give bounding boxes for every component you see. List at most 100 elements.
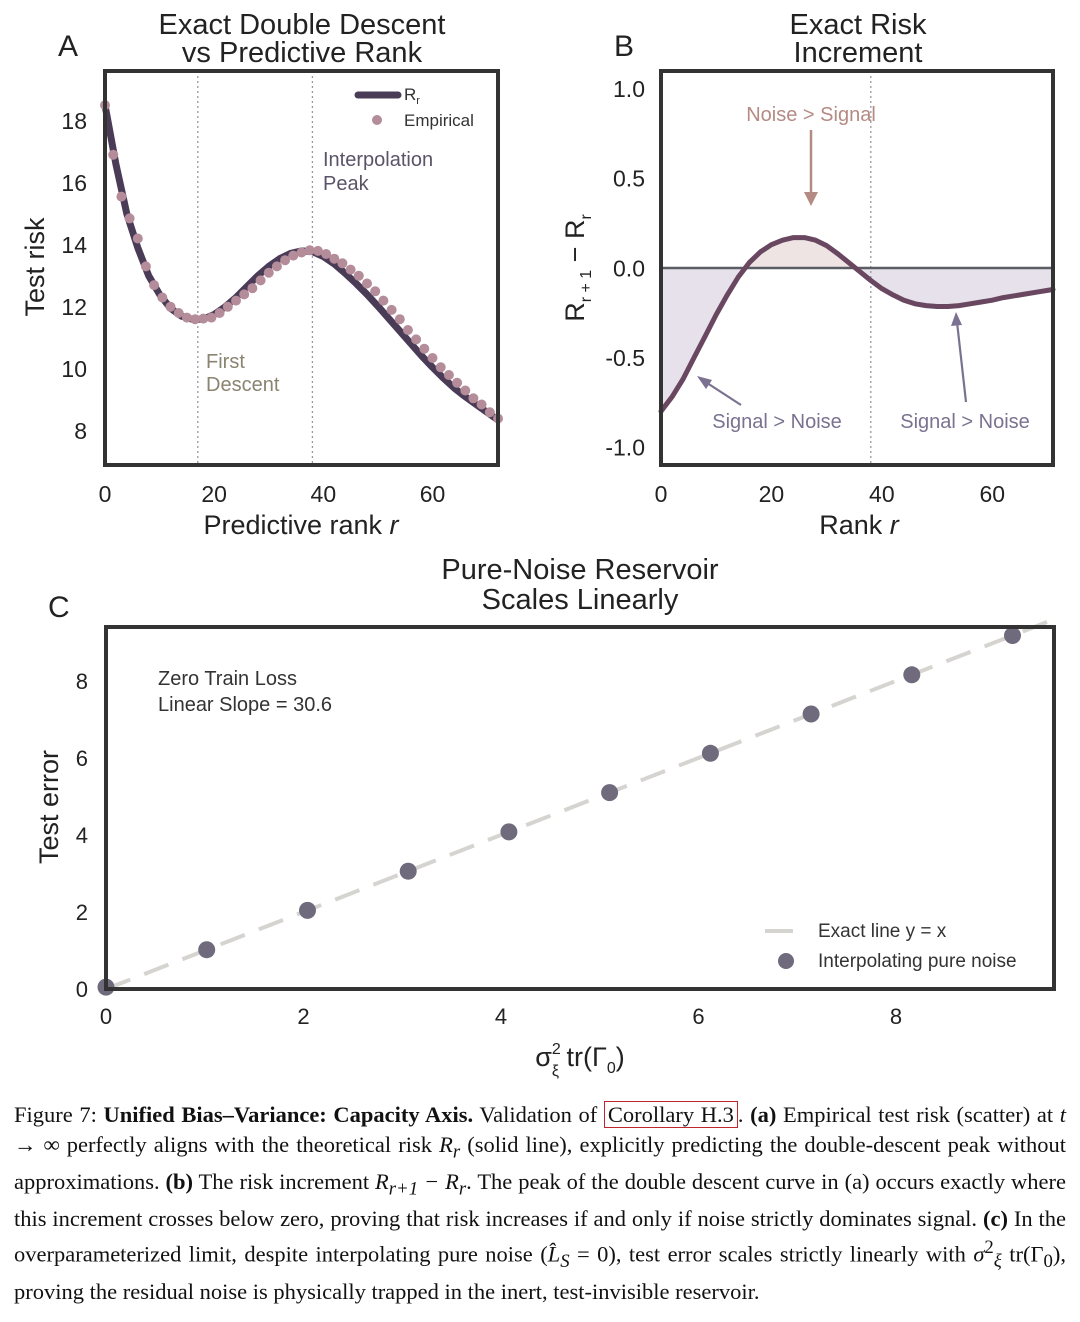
panel-a-frame xyxy=(103,69,500,467)
caption-fig-label: Figure 7: xyxy=(14,1102,104,1127)
legend-scatter-label-c: Interpolating pure noise xyxy=(818,951,1017,972)
panel-b-letter: B xyxy=(614,30,634,63)
empirical-point xyxy=(198,313,209,324)
caption-text: The risk increment xyxy=(193,1168,376,1194)
caption-math: = 0 xyxy=(569,1241,609,1267)
caption-label-b: (b) xyxy=(165,1168,194,1194)
empirical-point xyxy=(435,362,446,373)
empirical-point xyxy=(402,325,413,335)
legend-scatter-swatch xyxy=(372,115,382,125)
arrow-signal-noise-right-head xyxy=(951,312,962,326)
caption-math-sub: 0 xyxy=(1043,1251,1053,1272)
empirical-point xyxy=(386,304,397,315)
caption-math: ) xyxy=(1052,1241,1061,1267)
empirical-point xyxy=(443,370,454,380)
empirical-point xyxy=(452,377,463,388)
figure-caption: Figure 7: Unified Bias–Variance: Capacit… xyxy=(14,1100,1066,1306)
caption-title: Unified Bias–Variance: Capacity Axis. xyxy=(103,1102,474,1127)
corollary-link[interactable]: Corollary H.3 xyxy=(603,1101,738,1128)
figure-canvas: A Exact Double Descent vs Predictive Ran… xyxy=(20,9,1056,1080)
panel-a-xtick-label: 0 xyxy=(99,481,112,507)
panel-a-ytick-label: 14 xyxy=(61,232,87,258)
empirical-point xyxy=(337,258,348,269)
panel-a-xtick-label: 20 xyxy=(201,481,227,507)
panel-c-ytick-label: 6 xyxy=(76,746,88,771)
panel-c-ytick-label: 4 xyxy=(76,823,88,848)
panel-c-xtick-label: 8 xyxy=(890,1004,902,1029)
risk-line xyxy=(101,101,502,424)
empirical-point xyxy=(271,261,282,272)
caption-label-a: (a) xyxy=(750,1102,777,1127)
legend-scatter-swatch-c xyxy=(778,953,794,969)
panel-a-title-line2: vs Predictive Rank xyxy=(182,37,423,69)
panel-a-ytick-label: 18 xyxy=(61,108,87,134)
arrow-noise-signal-head xyxy=(804,192,818,206)
panel-a-ytick-label: 10 xyxy=(61,356,87,382)
empirical-point xyxy=(165,301,176,312)
caption-math-sup: 2 xyxy=(984,1237,994,1258)
caption-text: perfectly aligns with the theoretical ri… xyxy=(59,1131,440,1157)
panel-c-ytick-label: 2 xyxy=(76,900,88,925)
panel-a-title-line1: Exact Double Descent xyxy=(159,9,446,41)
pure-noise-point xyxy=(399,862,417,880)
annotation-zero-train-loss: Zero Train Loss xyxy=(158,668,297,690)
empirical-point xyxy=(288,250,299,261)
empirical-point xyxy=(222,301,233,312)
panel-a-xtick-label: 40 xyxy=(311,481,337,507)
empirical-point xyxy=(157,292,168,303)
panel-b-xlabel: Rank r xyxy=(819,510,900,540)
empirical-point xyxy=(362,278,372,289)
panel-c-legend: Exact line y = x Interpolating pure nois… xyxy=(765,921,1017,972)
arrow-signal-noise-right xyxy=(955,321,968,403)
caption-text: In the overparameterized limit, despite … xyxy=(14,1205,1066,1267)
empirical-point xyxy=(280,255,291,266)
panel-c-xtick-label: 0 xyxy=(100,1004,112,1029)
panel-a-ytick-label: 12 xyxy=(61,294,87,320)
empirical-point xyxy=(468,393,479,404)
pure-noise-point xyxy=(500,823,518,841)
panel-a-xlabel: Predictive rank r xyxy=(203,510,399,540)
caption-math-sub: r+1 xyxy=(388,1178,419,1199)
caption-text: Validation of xyxy=(473,1102,604,1127)
pure-noise-point xyxy=(601,784,619,802)
pure-noise-point xyxy=(701,744,719,762)
empirical-point xyxy=(231,295,241,306)
pure-noise-point xyxy=(299,901,316,919)
panel-b-xtick-label: 40 xyxy=(869,481,895,507)
caption-text: , proving the residual noise is physical… xyxy=(14,1241,1066,1304)
panel-c-xtick-label: 4 xyxy=(495,1004,507,1029)
panel-c: C Pure-Noise Reservoir Scales Linearly 0… xyxy=(34,554,1056,1080)
empirical-point xyxy=(247,283,258,294)
empirical-point xyxy=(149,280,160,291)
caption-math: R xyxy=(375,1168,389,1194)
empirical-point xyxy=(378,295,389,306)
empirical-point xyxy=(394,314,405,325)
annotation-interpolation-line2: Peak xyxy=(323,173,370,195)
caption-math: L̂ xyxy=(547,1241,561,1267)
panel-c-xtick-label: 6 xyxy=(692,1004,704,1029)
caption-math-sub: S xyxy=(560,1251,570,1272)
empirical-point xyxy=(263,267,274,278)
empirical-point xyxy=(132,233,143,244)
empirical-point xyxy=(321,249,332,259)
empirical-point xyxy=(181,312,192,323)
empirical-point xyxy=(353,270,364,281)
exact-line xyxy=(105,617,1055,991)
arrow-signal-noise-left-head xyxy=(697,376,712,389)
empirical-point xyxy=(370,286,381,297)
empirical-point xyxy=(329,253,340,264)
panel-b-xtick-label: 20 xyxy=(759,481,785,507)
empirical-point xyxy=(140,261,151,272)
pure-noise-point xyxy=(903,666,921,684)
increment-line xyxy=(658,235,1056,414)
panel-b-title-line2: Increment xyxy=(794,37,923,69)
panel-a-xtick-label: 60 xyxy=(420,481,446,507)
panel-b-ytick-label: 0.0 xyxy=(613,255,645,281)
panel-c-frame xyxy=(104,625,1056,991)
annotation-signal-noise-left: Signal > Noise xyxy=(712,411,842,433)
empirical-point xyxy=(411,334,422,345)
panel-a-ytick-label: 8 xyxy=(74,418,87,444)
annotation-first-descent-line2: Descent xyxy=(206,374,280,396)
empirical-point xyxy=(255,275,266,286)
pure-noise-point xyxy=(198,941,216,959)
